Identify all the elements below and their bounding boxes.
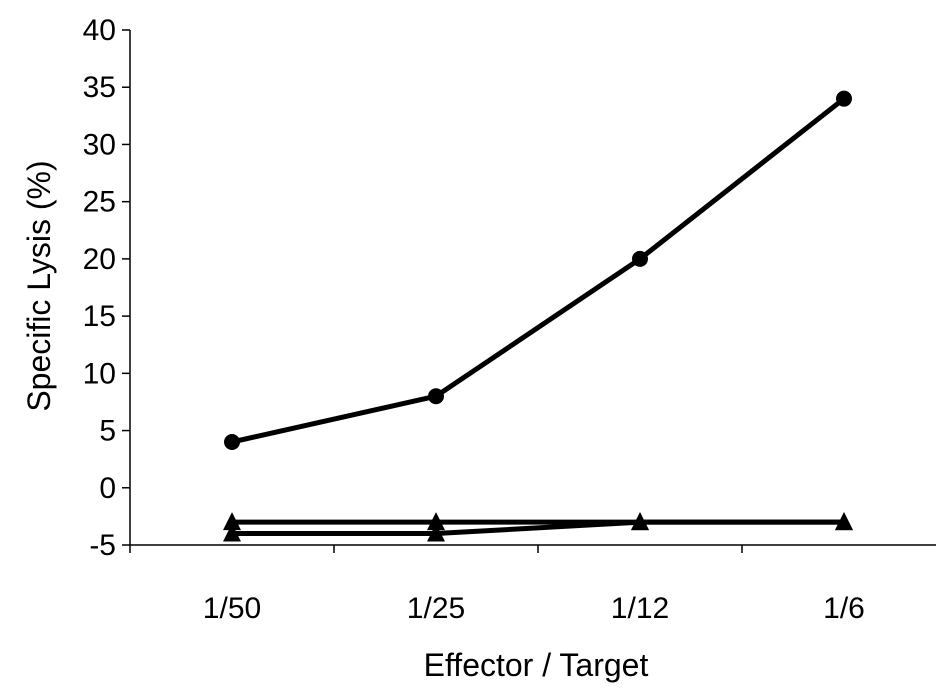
y-axis: -5 0 5 10 15 20 25 30 35 40 — [83, 14, 131, 562]
data-point-triangle — [223, 523, 241, 542]
data-point-triangle — [631, 512, 649, 531]
x-tick-label: 1/25 — [407, 592, 465, 625]
series-layer — [223, 90, 853, 542]
y-tick-label: 10 — [83, 357, 116, 390]
x-tick-label: 1/50 — [203, 592, 261, 625]
y-tick-label: 0 — [99, 472, 116, 505]
data-point-triangle — [427, 512, 445, 531]
data-point-circle — [836, 90, 852, 107]
y-tick-label: 15 — [83, 300, 116, 333]
y-tick-label: 25 — [83, 186, 116, 219]
x-axis-title: Effector / Target — [424, 647, 649, 683]
data-point-triangle — [835, 512, 853, 531]
data-point-circle — [224, 434, 240, 450]
x-axis: 1/50 1/25 1/12 1/6 — [129, 544, 936, 625]
data-point-triangle — [223, 512, 241, 531]
y-tick-label: 30 — [83, 128, 116, 161]
series-1 — [224, 90, 852, 450]
y-tick-label: 5 — [99, 415, 116, 448]
data-point-triangle — [427, 523, 445, 542]
series-line — [231, 96, 846, 445]
y-axis-title: Specific Lysis (%) — [21, 160, 57, 411]
series-3 — [223, 512, 853, 542]
y-tick-label: 20 — [83, 243, 116, 276]
data-point-circle — [632, 250, 648, 267]
y-tick-label: 35 — [83, 71, 116, 104]
series-line — [232, 519, 844, 537]
x-tick-label: 1/12 — [611, 592, 669, 625]
x-tick-label: 1/6 — [823, 592, 865, 625]
y-tick-label: -5 — [89, 529, 116, 562]
data-point-circle — [428, 388, 444, 405]
y-tick-label: 40 — [83, 14, 116, 47]
